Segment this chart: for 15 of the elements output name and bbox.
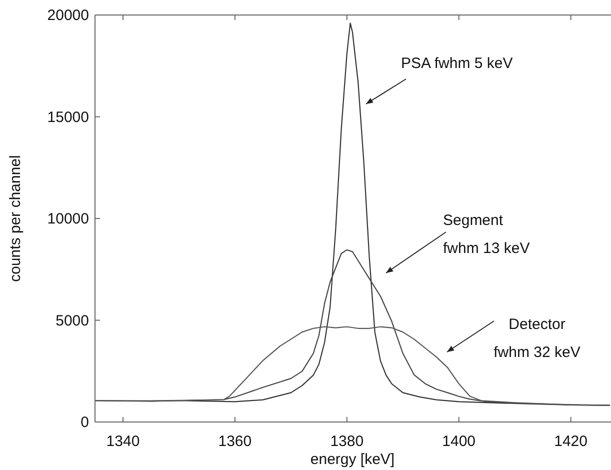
y-tick-label: 0 <box>80 414 89 431</box>
x-axis-title: energy [keV] <box>310 451 395 468</box>
y-tick-label: 5000 <box>56 312 89 330</box>
y-tick-label: 20000 <box>47 7 89 24</box>
y-axis-title: counts per channel <box>7 155 24 282</box>
y-tick-label: 15000 <box>47 108 89 126</box>
x-tick-label: 1420 <box>554 433 588 450</box>
annotation: Detector fwhm 32 keV <box>494 316 580 361</box>
annotation: Segment fwhm 13 keV <box>443 212 530 257</box>
annotation: PSA fwhm 5 keV <box>401 55 513 72</box>
y-tick-label: 10000 <box>47 210 89 228</box>
x-tick-label: 1340 <box>106 433 140 450</box>
x-tick-label: 1380 <box>330 433 364 450</box>
x-tick-label: 1400 <box>442 433 476 450</box>
x-tick-label: 1360 <box>218 433 252 450</box>
